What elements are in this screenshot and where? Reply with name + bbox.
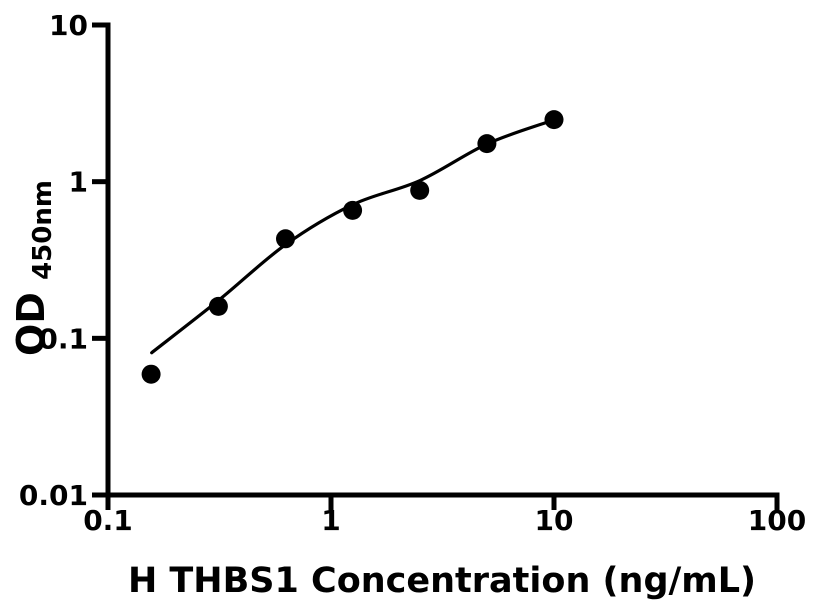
data-point-marker (276, 229, 295, 249)
y-tick-label: 10 (49, 9, 88, 42)
x-tick-label: 100 (748, 504, 806, 537)
x-tick-label: 0.1 (83, 504, 133, 537)
y-axis-title: OD 450nm (9, 180, 58, 356)
data-series-points (141, 110, 564, 384)
x-axis: 0.1 1 10 100 (83, 492, 806, 537)
data-point-marker (477, 134, 497, 154)
y-axis-ticks: 0.01 0.1 1 10 (19, 9, 108, 512)
y-tick-label: 0.1 (38, 322, 88, 355)
y-axis-title-subscript: 450nm (28, 180, 58, 280)
y-tick-label: 0.01 (19, 479, 88, 512)
x-tick-label: 1 (321, 504, 340, 537)
data-point-marker (544, 110, 564, 130)
x-axis-title: H THBS1 Concentration (ng/mL) (128, 561, 756, 601)
data-point-marker (141, 364, 161, 384)
y-tick-label: 1 (69, 166, 88, 199)
data-point-marker (343, 200, 363, 220)
data-point-marker (410, 180, 430, 200)
data-point-marker (208, 296, 228, 316)
x-axis-ticks: 0.1 1 10 100 (83, 495, 806, 537)
x-tick-label: 10 (535, 504, 574, 537)
y-axis: 0.01 0.1 1 10 (19, 9, 111, 512)
y-axis-title-main: OD (9, 292, 53, 356)
fit-curve (150, 118, 557, 355)
